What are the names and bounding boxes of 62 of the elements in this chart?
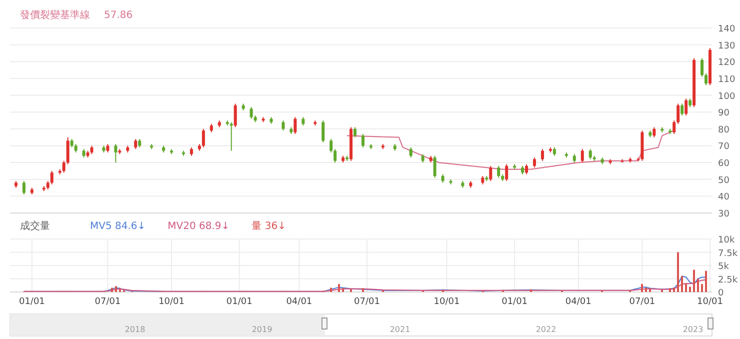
- text: MV20 68.9↓: [168, 221, 230, 232]
- bar: [641, 284, 643, 292]
- text: 2019: [252, 325, 272, 334]
- text: 57.86: [104, 10, 133, 21]
- bar: [119, 288, 121, 292]
- x-tick-label: 07/01: [354, 297, 380, 307]
- line-series: [23, 279, 707, 292]
- bar: [330, 288, 332, 292]
- bar: [681, 276, 683, 292]
- y-tick-label: 5k: [718, 262, 730, 272]
- x-tick-label: 01/01: [226, 297, 252, 307]
- text: 2023: [682, 325, 704, 334]
- y-tick-label: 7.5k: [718, 248, 738, 259]
- bar: [673, 288, 675, 292]
- x-tick-label: 04/01: [286, 297, 312, 307]
- y-tick-label: 80: [718, 125, 730, 136]
- text: MV5 84.6↓: [90, 221, 146, 232]
- y-tick-label: 120: [718, 58, 736, 68]
- bar: [705, 270, 707, 292]
- x-tick-label: 10/01: [158, 297, 185, 307]
- y-tick-label: 100: [718, 92, 736, 102]
- bar: [669, 288, 671, 292]
- y-tick-label: 140: [718, 24, 736, 34]
- bar: [689, 286, 691, 292]
- y-tick-label: 30: [718, 210, 730, 220]
- y-tick-label: 70: [718, 142, 730, 152]
- x-tick-label: 10/01: [697, 297, 723, 307]
- text: 2022: [536, 325, 556, 334]
- bar: [362, 288, 364, 292]
- bar: [342, 288, 344, 292]
- bar: [677, 252, 679, 292]
- y-tick-label: 50: [718, 176, 730, 186]
- y-tick-label: 40: [718, 192, 730, 203]
- x-tick-label: 01/01: [18, 297, 45, 307]
- bar: [338, 284, 340, 292]
- text: 2021: [390, 325, 410, 334]
- y-tick-label: 130: [718, 41, 736, 52]
- x-tick-label: 04/01: [565, 297, 592, 307]
- bar: [701, 284, 703, 292]
- y-tick-label: 60: [718, 159, 730, 170]
- y-tick-label: 110: [718, 74, 736, 85]
- bar: [115, 286, 117, 292]
- text: 2018: [124, 325, 146, 334]
- y-tick-label: 0: [718, 288, 724, 298]
- text: 量 36↓: [252, 221, 286, 232]
- x-tick-label: 01/01: [502, 297, 528, 307]
- x-tick-label: 10/01: [434, 297, 460, 307]
- bar: [693, 270, 695, 292]
- y-tick-label: 90: [718, 108, 730, 119]
- bar: [530, 289, 532, 292]
- y-tick-label: 10k: [718, 236, 736, 246]
- chart-title: 成交量: [20, 220, 50, 232]
- bar: [111, 288, 113, 292]
- bar: [645, 288, 647, 292]
- x-tick-label: 07/01: [629, 297, 656, 307]
- bar: [350, 289, 352, 292]
- text: 發價裂變基準線: [20, 9, 90, 21]
- bar: [697, 278, 699, 292]
- x-tick-label: 07/01: [94, 297, 121, 307]
- bar: [649, 288, 651, 292]
- bar: [685, 284, 687, 292]
- y-tick-label: 2.5k: [718, 275, 738, 286]
